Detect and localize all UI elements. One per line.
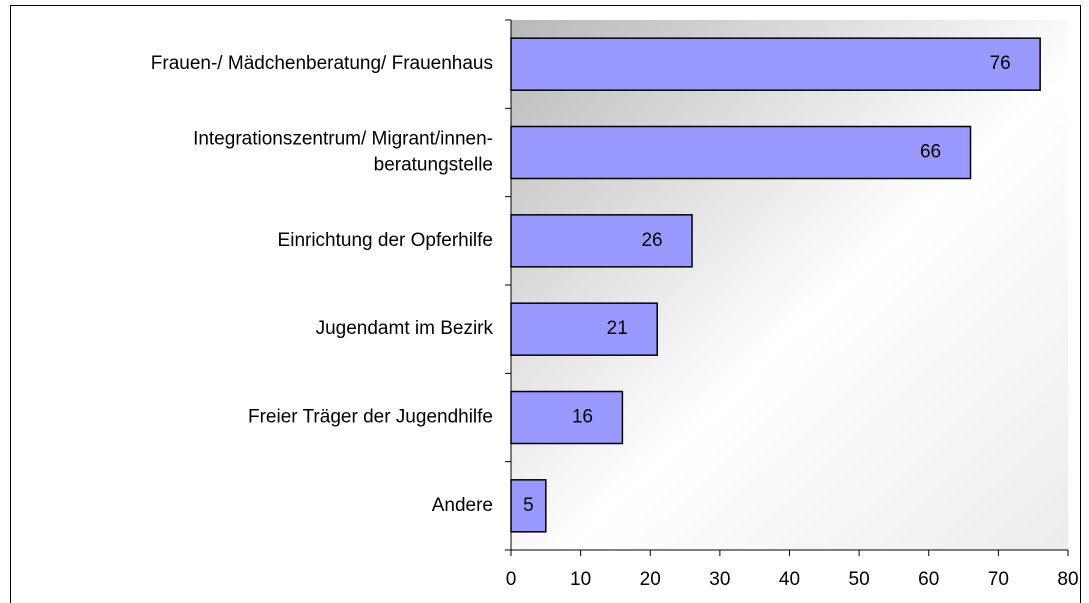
x-tick-label: 40 [779,569,800,590]
x-tick-label: 10 [570,569,591,590]
category-label: Einrichtung der Opferhilfe [278,230,493,251]
value-label: 76 [990,53,1011,74]
category-label: Integrationszentrum/ Migrant/innen-berat… [193,129,493,176]
x-tick-label: 30 [709,569,730,590]
category-label: Jugendamt im Bezirk [316,318,494,339]
value-label: 26 [641,230,662,251]
value-label: 5 [523,495,534,516]
x-tick-label: 0 [506,569,517,590]
x-tick-label: 60 [918,569,939,590]
x-tick-label: 80 [1057,569,1078,590]
value-label: 21 [607,318,628,339]
category-label: Freier Träger der Jugendhilfe [248,407,493,428]
bar [510,390,624,445]
category-label: Frauen-/ Mädchenberatung/ Frauenhaus [151,53,493,74]
bar [510,125,972,180]
value-label: 16 [572,407,593,428]
x-tick-label: 20 [640,569,661,590]
bar [510,214,693,268]
x-tick-label: 70 [988,569,1009,590]
bar [510,302,658,356]
plot-area [511,20,1068,550]
bar [510,479,547,533]
x-tick-label: 50 [849,569,870,590]
value-label: 66 [920,142,941,163]
category-label: Andere [432,495,493,516]
bar [510,37,1041,91]
